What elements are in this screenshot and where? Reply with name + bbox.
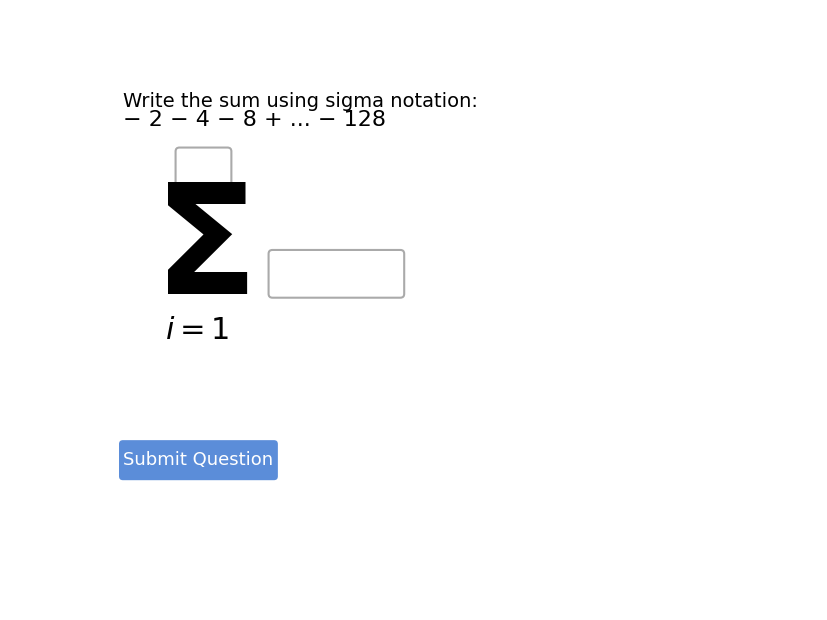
Text: Submit Question: Submit Question	[123, 451, 273, 469]
FancyBboxPatch shape	[119, 440, 278, 480]
Text: Write the sum using sigma notation:: Write the sum using sigma notation:	[122, 92, 477, 111]
Text: − 2 − 4 − 8 + ... − 128: − 2 − 4 − 8 + ... − 128	[122, 110, 385, 130]
Text: $i = 1$: $i = 1$	[165, 316, 230, 345]
Text: Σ: Σ	[154, 177, 258, 326]
FancyBboxPatch shape	[175, 148, 231, 200]
FancyBboxPatch shape	[268, 250, 404, 298]
